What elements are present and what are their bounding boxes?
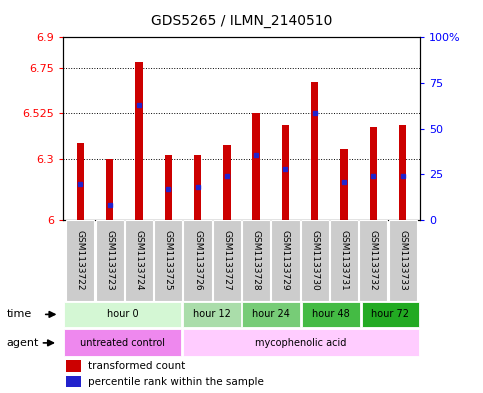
Bar (242, 220, 270, 301)
Bar (106, 159, 114, 220)
Bar (135, 62, 142, 220)
Text: time: time (6, 309, 31, 320)
Bar (242, 302, 300, 327)
Text: GSM1133724: GSM1133724 (134, 230, 143, 290)
Text: GSM1133730: GSM1133730 (310, 230, 319, 291)
Text: hour 48: hour 48 (312, 309, 350, 320)
Bar (66, 360, 81, 372)
Bar (66, 220, 95, 301)
Bar (369, 127, 377, 220)
Text: agent: agent (6, 338, 39, 348)
Text: transformed count: transformed count (88, 361, 185, 371)
Bar (184, 220, 212, 301)
Bar (165, 155, 172, 220)
Bar (125, 220, 153, 301)
Text: GSM1133725: GSM1133725 (164, 230, 173, 291)
Bar (96, 220, 124, 301)
Text: mycophenolic acid: mycophenolic acid (256, 338, 347, 348)
Bar (154, 220, 182, 301)
Bar (253, 114, 260, 220)
Text: hour 12: hour 12 (193, 309, 231, 320)
Bar (301, 220, 329, 301)
Bar (399, 125, 406, 220)
Text: GSM1133731: GSM1133731 (340, 230, 349, 291)
Bar (64, 329, 181, 356)
Text: hour 72: hour 72 (371, 309, 410, 320)
Text: GSM1133728: GSM1133728 (252, 230, 261, 291)
Text: GSM1133726: GSM1133726 (193, 230, 202, 291)
Bar (311, 82, 318, 220)
Bar (213, 220, 241, 301)
Bar (388, 220, 417, 301)
Text: GSM1133727: GSM1133727 (222, 230, 231, 291)
Bar (271, 220, 299, 301)
Bar (362, 302, 419, 327)
Bar (183, 329, 419, 356)
Text: untreated control: untreated control (80, 338, 165, 348)
Text: hour 24: hour 24 (252, 309, 290, 320)
Bar (194, 155, 201, 220)
Text: GDS5265 / ILMN_2140510: GDS5265 / ILMN_2140510 (151, 14, 332, 28)
Text: GSM1133732: GSM1133732 (369, 230, 378, 291)
Bar (359, 220, 387, 301)
Bar (77, 143, 84, 220)
Bar (341, 149, 348, 220)
Bar (223, 145, 230, 220)
Bar (64, 302, 181, 327)
Bar (183, 302, 241, 327)
Bar (66, 376, 81, 387)
Text: hour 0: hour 0 (107, 309, 138, 320)
Bar (282, 125, 289, 220)
Text: GSM1133729: GSM1133729 (281, 230, 290, 291)
Text: GSM1133733: GSM1133733 (398, 230, 407, 291)
Text: GSM1133722: GSM1133722 (76, 230, 85, 290)
Text: GSM1133723: GSM1133723 (105, 230, 114, 291)
Bar (302, 302, 360, 327)
Text: percentile rank within the sample: percentile rank within the sample (88, 376, 264, 387)
Bar (330, 220, 358, 301)
